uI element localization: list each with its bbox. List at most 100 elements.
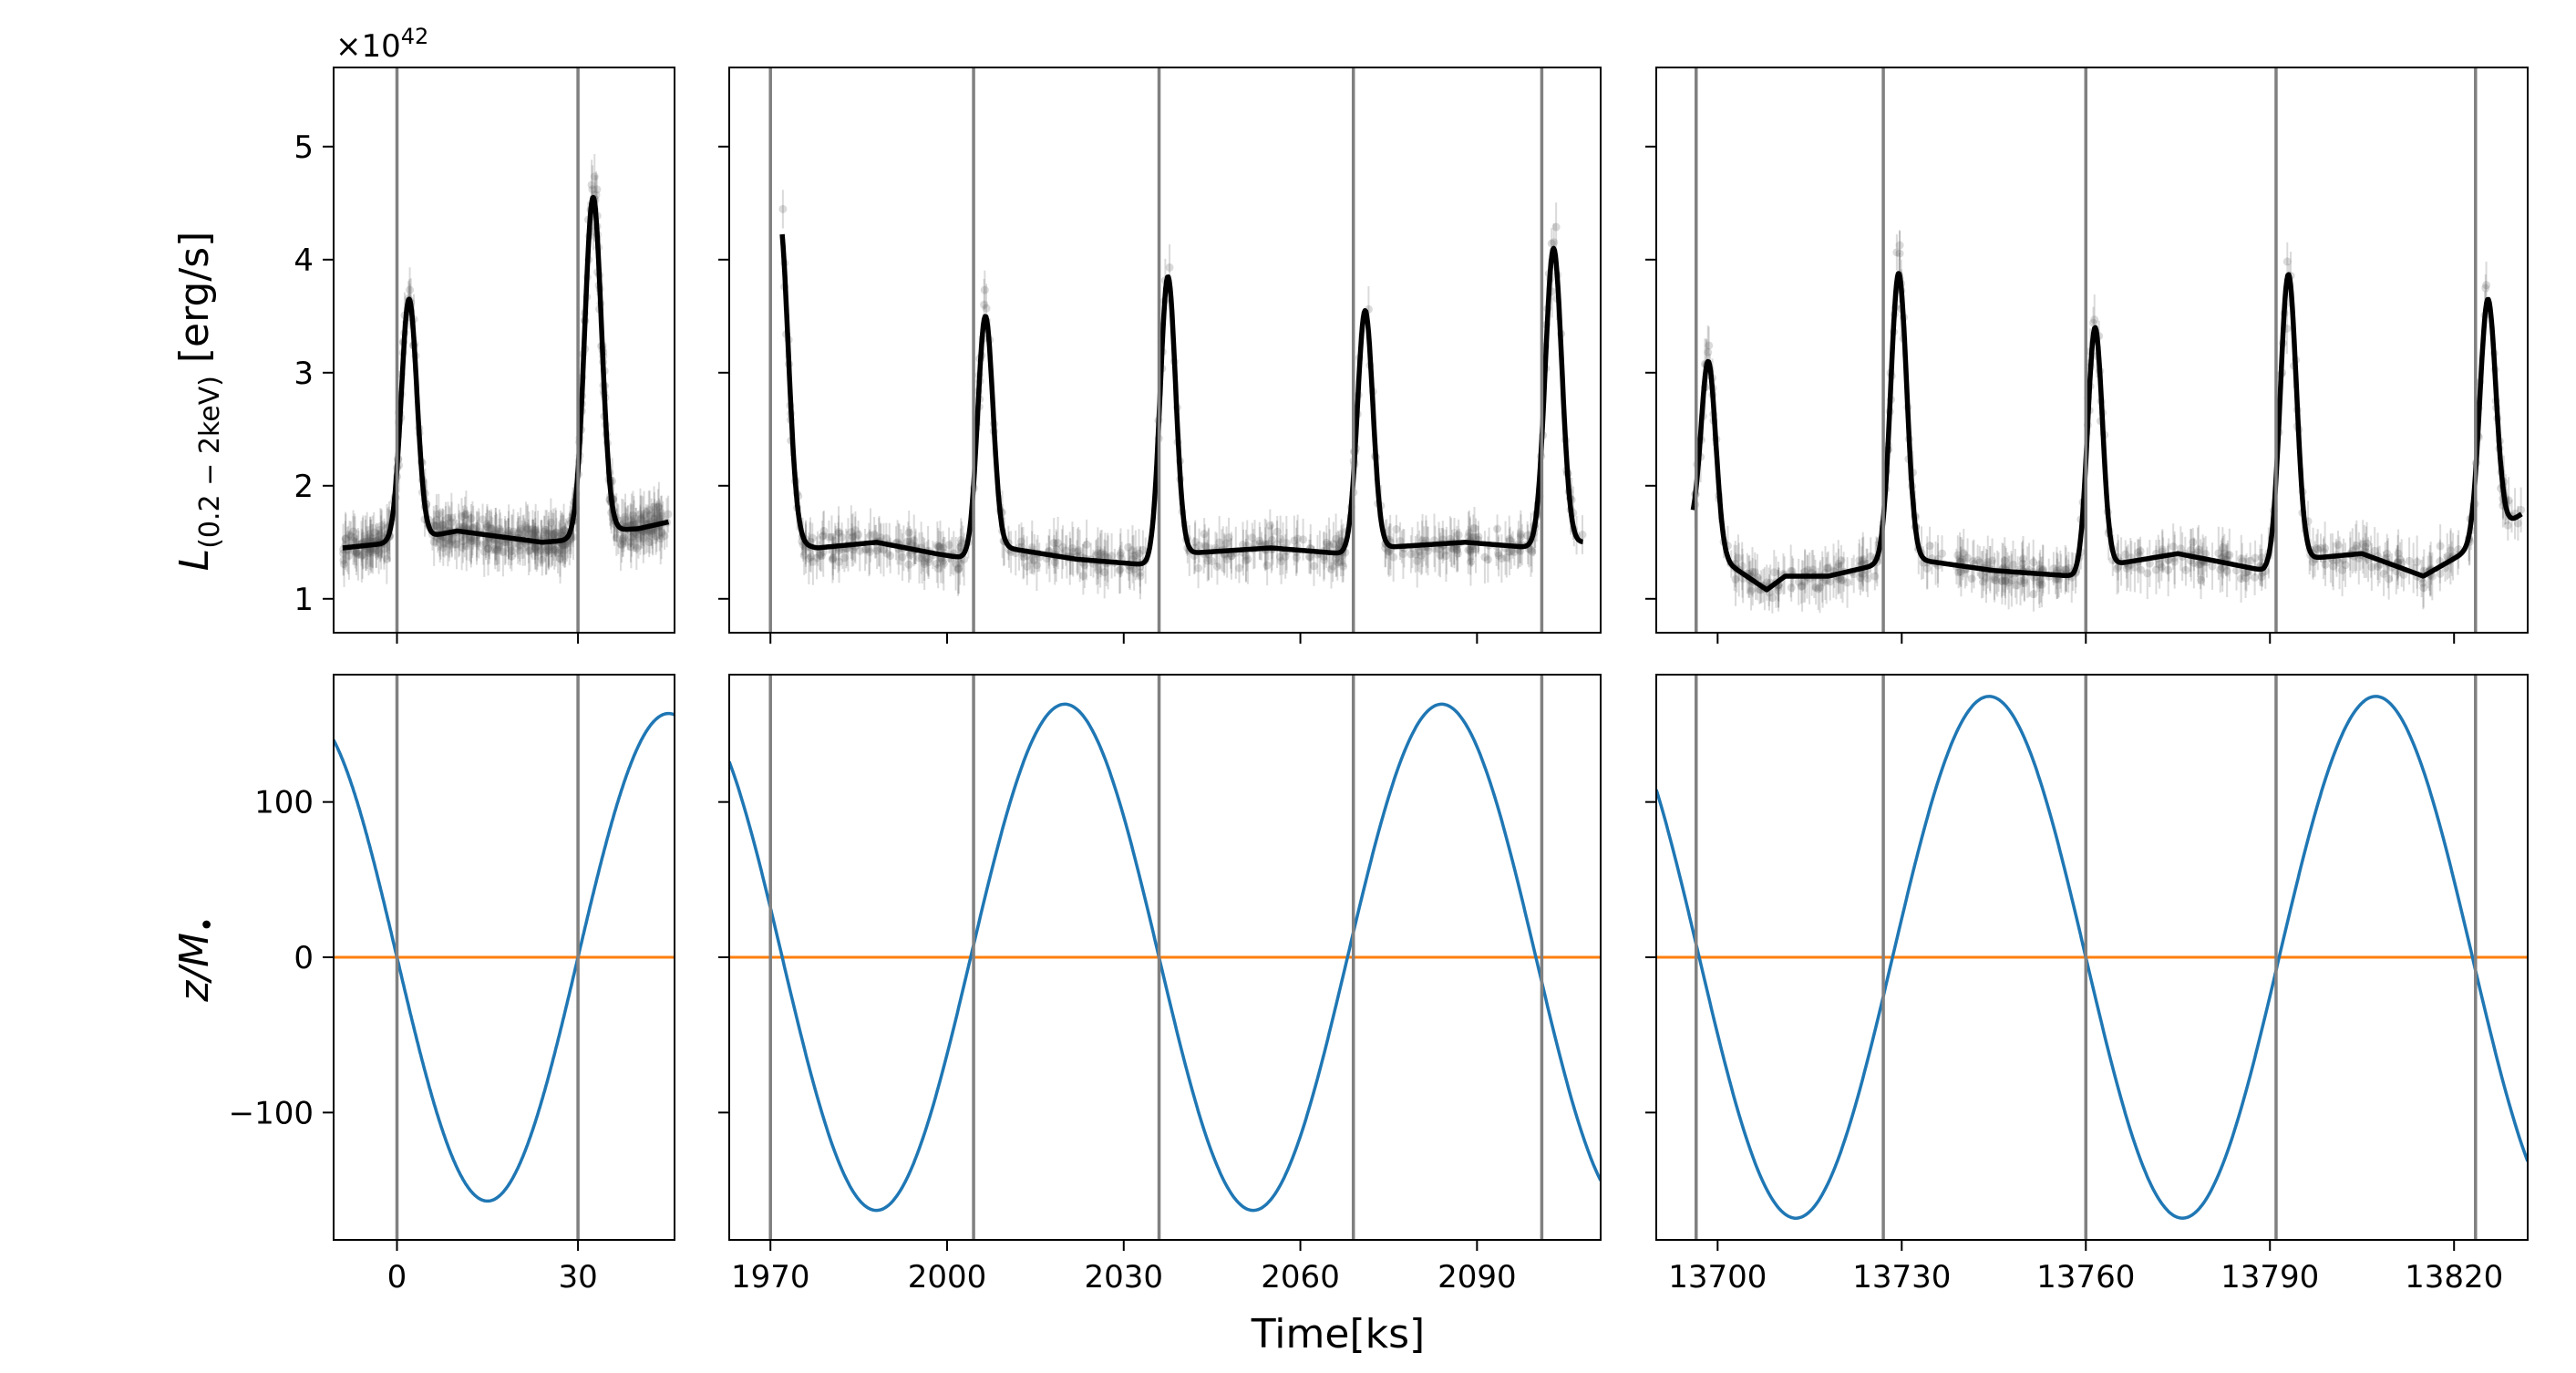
data-point bbox=[1925, 542, 1934, 551]
y-tick-label: 100 bbox=[254, 785, 314, 821]
data-point bbox=[551, 545, 561, 554]
data-point bbox=[1195, 541, 1204, 550]
data-point bbox=[2321, 560, 2330, 569]
data-point bbox=[432, 521, 441, 531]
data-point bbox=[656, 508, 665, 517]
data-point bbox=[1787, 566, 1796, 575]
top-ylabel: L(0.2 − 2keV) [erg/s] bbox=[171, 232, 226, 572]
data-point bbox=[1135, 549, 1144, 558]
data-point bbox=[1293, 534, 1303, 543]
data-point bbox=[561, 541, 570, 550]
data-point bbox=[818, 532, 827, 542]
data-point bbox=[1124, 542, 1133, 552]
data-point bbox=[849, 545, 858, 554]
data-point bbox=[876, 533, 885, 542]
data-point bbox=[520, 529, 529, 538]
data-point bbox=[2513, 519, 2522, 528]
data-point bbox=[1959, 549, 1968, 558]
data-point bbox=[1128, 546, 1137, 555]
data-point bbox=[1787, 583, 1796, 593]
data-point bbox=[938, 557, 947, 566]
data-point bbox=[1834, 560, 1843, 569]
offset-exponent: 42 bbox=[401, 24, 429, 49]
data-point bbox=[1798, 577, 1808, 586]
data-point bbox=[1955, 554, 1964, 563]
data-point bbox=[1115, 566, 1124, 575]
data-point bbox=[1493, 524, 1502, 533]
data-point bbox=[644, 506, 654, 515]
data-point bbox=[447, 513, 456, 522]
data-point bbox=[807, 552, 816, 562]
data-point bbox=[626, 537, 635, 546]
data-point bbox=[876, 544, 885, 553]
x-tick-label: 0 bbox=[387, 1259, 407, 1296]
data-point bbox=[515, 541, 524, 550]
data-point bbox=[1834, 562, 1843, 571]
data-point bbox=[1116, 548, 1125, 557]
data-point bbox=[345, 530, 354, 539]
data-point bbox=[2064, 563, 2073, 573]
data-point bbox=[2237, 554, 2246, 563]
data-point bbox=[2358, 540, 2367, 549]
data-point bbox=[1224, 533, 1233, 542]
data-point bbox=[2316, 543, 2325, 552]
data-point bbox=[1734, 553, 1743, 563]
data-point bbox=[626, 542, 635, 552]
data-point bbox=[529, 529, 538, 538]
data-point bbox=[2447, 546, 2456, 555]
data-point bbox=[957, 539, 966, 548]
data-point bbox=[1494, 549, 1503, 558]
model-curve-top-middle bbox=[779, 233, 1585, 567]
data-point bbox=[886, 552, 895, 561]
data-point bbox=[2385, 574, 2394, 583]
panel-top-middle bbox=[718, 67, 1602, 644]
data-point bbox=[483, 544, 492, 553]
data-point bbox=[2313, 544, 2322, 553]
data-point bbox=[648, 526, 657, 535]
data-point bbox=[2155, 560, 2164, 569]
data-point bbox=[1222, 539, 1231, 548]
data-point bbox=[1136, 572, 1145, 581]
data-point bbox=[1516, 532, 1525, 542]
data-point bbox=[445, 540, 454, 549]
data-point bbox=[831, 536, 840, 545]
data-point bbox=[1822, 563, 1831, 573]
data-point bbox=[1068, 547, 1077, 556]
data-point bbox=[618, 536, 627, 545]
data-point bbox=[1819, 578, 1828, 587]
data-point bbox=[1528, 547, 1537, 556]
data-point bbox=[1200, 542, 1210, 551]
data-point bbox=[1265, 521, 1274, 530]
data-point bbox=[544, 529, 553, 538]
data-point bbox=[1025, 555, 1035, 564]
data-point bbox=[2036, 575, 2045, 584]
data-point bbox=[1029, 556, 1038, 565]
data-point bbox=[898, 552, 907, 562]
data-point bbox=[902, 537, 912, 546]
bottom-ylabel: z/M• bbox=[171, 916, 224, 1003]
data-point bbox=[1975, 558, 1984, 567]
data-point bbox=[1222, 555, 1231, 564]
data-point bbox=[349, 527, 358, 536]
data-point bbox=[827, 532, 836, 542]
data-point bbox=[434, 510, 443, 519]
data-point bbox=[1202, 542, 1211, 552]
data-point bbox=[1551, 222, 1561, 232]
data-point bbox=[352, 549, 361, 558]
data-point bbox=[804, 554, 813, 563]
data-point bbox=[829, 554, 838, 563]
y-tick-label: 3 bbox=[294, 356, 314, 392]
data-point bbox=[525, 545, 534, 554]
data-point bbox=[2405, 556, 2414, 565]
data-point bbox=[481, 539, 490, 548]
data-point bbox=[1091, 551, 1100, 560]
data-point bbox=[487, 524, 496, 533]
data-point bbox=[1417, 551, 1426, 560]
data-point bbox=[2062, 565, 2071, 574]
data-point bbox=[1494, 551, 1503, 560]
data-point bbox=[848, 533, 857, 542]
data-point bbox=[587, 181, 596, 190]
data-point bbox=[1938, 549, 1947, 558]
data-point bbox=[627, 516, 636, 525]
